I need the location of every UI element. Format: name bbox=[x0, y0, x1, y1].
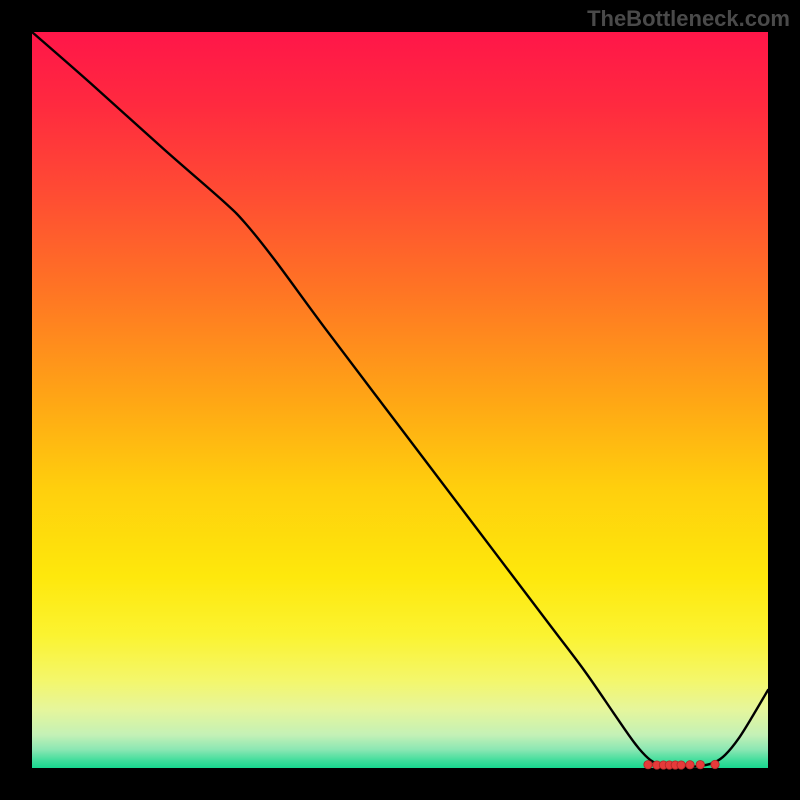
optimal-marker bbox=[677, 761, 685, 769]
optimal-marker bbox=[711, 760, 719, 768]
optimal-marker bbox=[686, 761, 694, 769]
plot-background bbox=[32, 32, 768, 768]
optimal-marker bbox=[696, 760, 704, 768]
chart-container: TheBottleneck.com bbox=[0, 0, 800, 800]
optimal-marker bbox=[644, 760, 652, 768]
bottleneck-chart bbox=[0, 0, 800, 800]
